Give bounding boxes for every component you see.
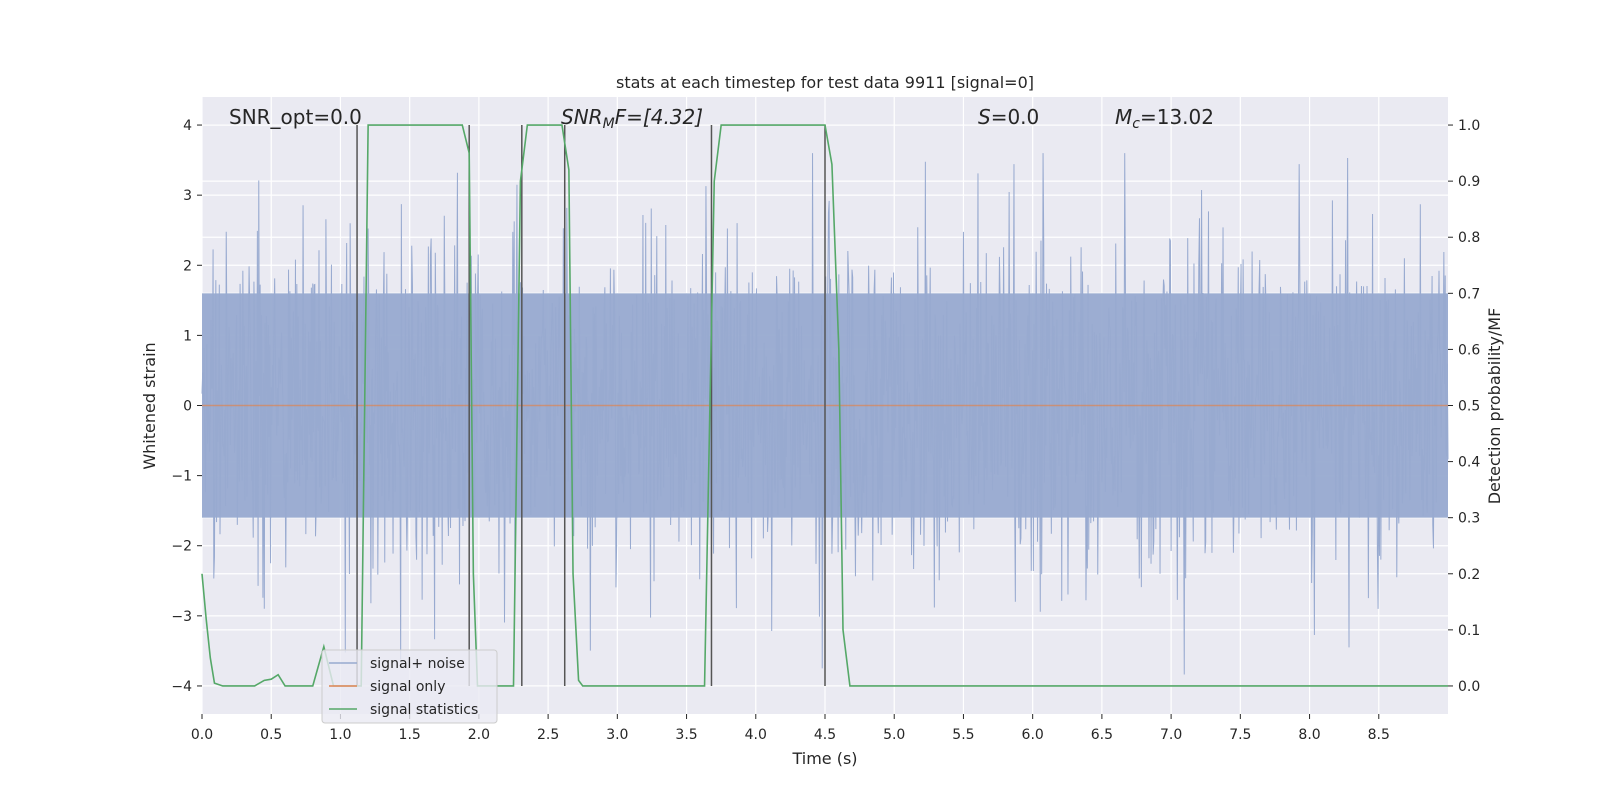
legend-label-signal-noise: signal+ noise xyxy=(370,656,465,672)
annotation-mc: Mc=13.02 xyxy=(1115,105,1214,132)
x-tick-label: 6.0 xyxy=(1022,727,1044,743)
chart-title: stats at each timestep for test data 991… xyxy=(616,73,1034,92)
right-y-axis-ticks: 0.0 0.1 0.2 0.3 0.4 0.5 0.6 0.7 0.8 0.9 1.0 xyxy=(1448,118,1480,695)
legend-label-signal-only: signal only xyxy=(370,679,445,695)
x-tick-label: 8.5 xyxy=(1368,727,1390,743)
y-tick-label-right: 0.2 xyxy=(1458,567,1480,583)
x-tick-label: 1.5 xyxy=(399,727,421,743)
legend: signal+ noise signal only signal statist… xyxy=(321,649,498,724)
y-tick-label-left: −3 xyxy=(171,609,192,625)
y-tick-label-left: 4 xyxy=(183,118,192,134)
y-tick-label-right: 0.5 xyxy=(1458,399,1480,415)
y-tick-label-left: −2 xyxy=(171,539,192,555)
left-y-axis-ticks: −4 −3 −2 −1 0 1 2 3 4 xyxy=(171,118,202,695)
x-tick-label: 7.0 xyxy=(1160,727,1182,743)
y-tick-label-right: 0.7 xyxy=(1458,286,1480,302)
x-tick-label: 8.0 xyxy=(1298,727,1320,743)
y-tick-label-left: 1 xyxy=(183,328,192,344)
y-tick-label-right: 0.6 xyxy=(1458,342,1480,358)
x-tick-label: 6.5 xyxy=(1091,727,1113,743)
x-tick-label: 3.0 xyxy=(606,727,628,743)
annotation-snr-mf: SNRMF=[4.32] xyxy=(561,105,703,132)
y-tick-label-right: 0.1 xyxy=(1458,623,1480,639)
y-tick-label-left: 0 xyxy=(183,399,192,415)
x-tick-label: 0.0 xyxy=(191,727,213,743)
x-tick-label: 1.0 xyxy=(329,727,351,743)
x-tick-label: 4.5 xyxy=(814,727,836,743)
y-tick-label-right: 0.8 xyxy=(1458,230,1480,246)
x-axis-label: Time (s) xyxy=(791,749,857,768)
annotation-s: S=0.0 xyxy=(978,105,1039,129)
x-tick-label: 7.5 xyxy=(1229,727,1251,743)
y-tick-label-left: −1 xyxy=(171,469,192,485)
x-tick-label: 3.5 xyxy=(675,727,697,743)
y-tick-label-right: 0.0 xyxy=(1458,679,1480,695)
x-tick-label: 4.0 xyxy=(745,727,767,743)
y-tick-label-left: −4 xyxy=(171,679,192,695)
legend-box xyxy=(321,649,498,724)
x-tick-label: 5.5 xyxy=(952,727,974,743)
y-tick-label-right: 0.9 xyxy=(1458,174,1480,190)
annotation-snr-opt: SNR_opt=0.0 xyxy=(229,105,362,129)
y-tick-label-right: 0.3 xyxy=(1458,511,1480,527)
y-tick-label-left: 3 xyxy=(183,188,192,204)
x-tick-label: 0.5 xyxy=(260,727,282,743)
left-y-axis-label: Whitened strain xyxy=(140,342,159,469)
x-tick-label: 5.0 xyxy=(883,727,905,743)
legend-label-signal-statistics: signal statistics xyxy=(370,702,478,718)
y-tick-label-left: 2 xyxy=(183,258,192,274)
right-y-axis-label: Detection probability/MF xyxy=(1485,308,1504,505)
x-tick-label: 2.0 xyxy=(468,727,490,743)
y-tick-label-right: 1.0 xyxy=(1458,118,1480,134)
x-axis-ticks: 0.0 0.5 1.0 1.5 2.0 2.5 3.0 3.5 4.0 4.5 5.0 5.5 6.0 6… xyxy=(191,714,1390,743)
y-tick-label-right: 0.4 xyxy=(1458,455,1480,471)
x-tick-label: 2.5 xyxy=(537,727,559,743)
